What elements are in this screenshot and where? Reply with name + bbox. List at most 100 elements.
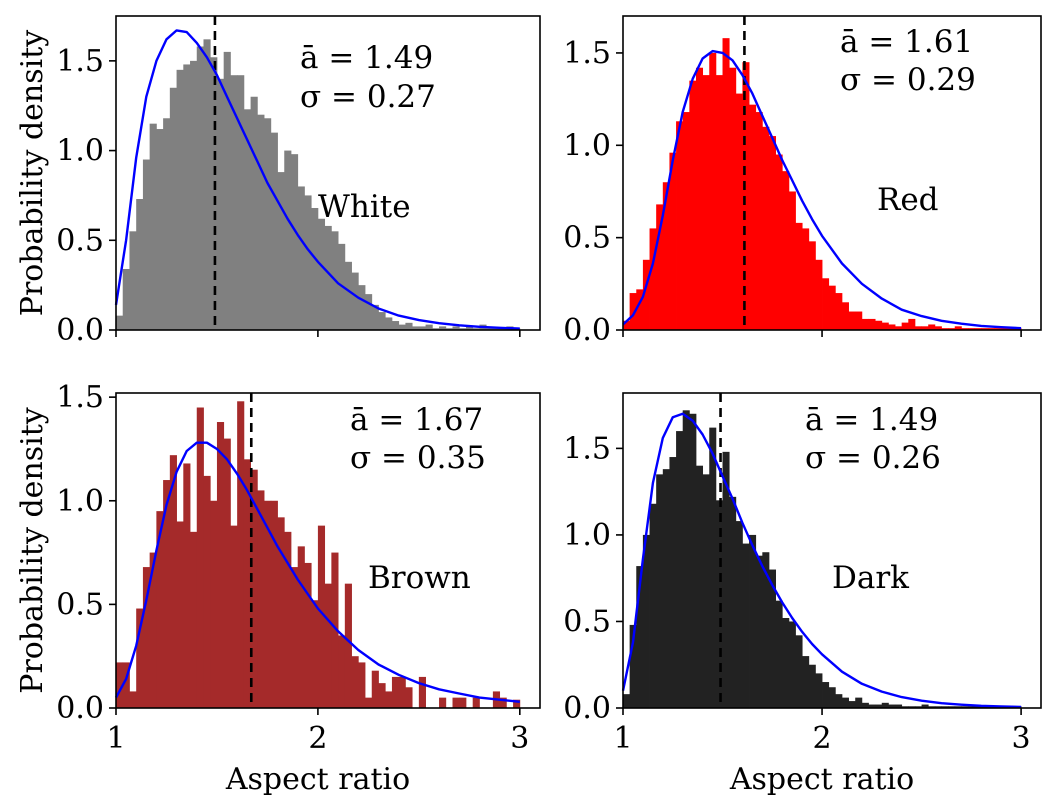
histogram-bars <box>623 38 1022 331</box>
histogram-bar <box>974 328 982 330</box>
fit-curve <box>114 29 520 330</box>
histogram-bar <box>398 324 406 330</box>
histogram-bar <box>928 324 936 330</box>
histogram-bar <box>934 706 942 708</box>
axes-frame <box>622 392 1042 709</box>
histogram-bar <box>264 500 272 708</box>
y-tick-labels: 0.0 0.5 1.0 1.5 <box>56 380 104 726</box>
fit-curve <box>622 49 1022 330</box>
histogram-bar <box>439 326 447 330</box>
histogram-bar <box>762 126 770 330</box>
histogram-bar <box>987 328 995 330</box>
histogram-bar <box>656 474 664 708</box>
histogram-bar <box>196 407 204 708</box>
x-tick-label: 1 <box>613 721 632 756</box>
histogram-bar <box>1001 328 1009 330</box>
histogram-bar <box>405 687 413 708</box>
histogram-bar <box>729 67 737 330</box>
histogram-bar <box>156 129 164 330</box>
histogram-bar <box>623 694 631 708</box>
histogram-bar <box>848 701 856 708</box>
histogram-bar <box>841 302 849 330</box>
histogram-bar <box>351 656 359 708</box>
histogram-bar <box>385 691 393 708</box>
tick-marks <box>616 447 1022 715</box>
histogram-bar <box>317 525 326 708</box>
histogram-bar <box>129 231 137 330</box>
histogram-bar <box>452 326 460 330</box>
histogram-bar <box>223 51 231 330</box>
y-tick-label: 0.5 <box>56 223 104 258</box>
histogram-bar <box>351 272 359 330</box>
histogram-bar <box>365 294 373 330</box>
histogram-bar <box>277 517 285 708</box>
sigma-annotation: σ = 0.35 <box>350 440 486 476</box>
histogram-bar <box>875 704 883 708</box>
histogram-bar <box>689 413 697 708</box>
histogram-bar <box>788 191 796 330</box>
histogram-bar <box>391 676 400 708</box>
histogram-bar <box>695 67 704 330</box>
histogram-bar <box>338 635 346 708</box>
x-tick-label: 3 <box>510 721 529 756</box>
y-tick-label: 0.0 <box>563 691 611 726</box>
histogram-bar <box>656 204 664 330</box>
histogram-bar <box>722 38 730 330</box>
histogram-bar <box>122 268 130 330</box>
histogram-bar <box>676 431 684 708</box>
histogram-bar <box>782 618 790 708</box>
y-axis-label: Probability density <box>15 407 50 694</box>
histogram-bar <box>418 326 426 330</box>
x-tick-label: 2 <box>308 721 327 756</box>
histogram-bar <box>855 697 863 708</box>
histogram-bars <box>623 410 1022 708</box>
histogram-bar <box>948 328 956 330</box>
histogram-bar <box>465 326 474 330</box>
histogram-bar <box>1007 328 1015 330</box>
histogram-bar <box>169 87 177 331</box>
histogram-bar <box>802 656 810 708</box>
histogram-bar <box>868 318 876 330</box>
histogram-bar <box>237 401 245 708</box>
histogram-bar <box>142 159 151 330</box>
histogram-bar <box>163 480 171 708</box>
histogram-bar <box>948 706 956 708</box>
y-tick-label: 1.5 <box>56 380 104 415</box>
histogram-bar <box>981 328 989 330</box>
histogram-bar <box>921 704 929 708</box>
histogram-bar <box>775 600 783 708</box>
fit-curve <box>621 412 1022 709</box>
y-tick-label: 0.5 <box>563 604 611 639</box>
panel-label: Dark <box>832 560 909 596</box>
y-tick-label: 1.5 <box>563 431 611 466</box>
mean-annotation: ā = 1.67 <box>350 402 483 438</box>
histogram-bar <box>250 96 258 331</box>
histogram-bar <box>961 706 969 708</box>
histogram-bar <box>156 511 164 709</box>
y-tick-labels: 0.0 0.5 1.0 1.5 <box>563 36 611 348</box>
y-tick-label: 1.0 <box>56 134 104 169</box>
axes-frame <box>115 15 541 331</box>
histogram-bar <box>344 261 352 330</box>
mean-annotation: ā = 1.49 <box>805 402 938 438</box>
histogram-bar <box>331 552 339 708</box>
histogram-bar <box>223 438 231 708</box>
histogram-bar <box>492 328 501 330</box>
histogram-bar <box>702 474 710 708</box>
histogram-bar <box>237 75 245 331</box>
histogram-bar <box>311 207 319 330</box>
panel-white: 0.0 0.5 1.0 1.5 ā = 1.49 σ = 0.27 White Pro… <box>15 15 541 348</box>
histogram-bar <box>324 225 332 330</box>
panel-label: Brown <box>368 560 471 596</box>
histogram-bar <box>183 64 191 330</box>
fit-curve <box>114 441 520 703</box>
histogram-bar <box>808 664 816 708</box>
histogram-bar <box>682 112 690 330</box>
histogram-bar <box>371 670 379 708</box>
histogram-bar <box>649 228 657 330</box>
histogram-bar <box>203 475 211 708</box>
histogram-bar <box>676 121 684 330</box>
histogram-bar <box>317 218 326 330</box>
histogram-bar <box>888 704 896 708</box>
